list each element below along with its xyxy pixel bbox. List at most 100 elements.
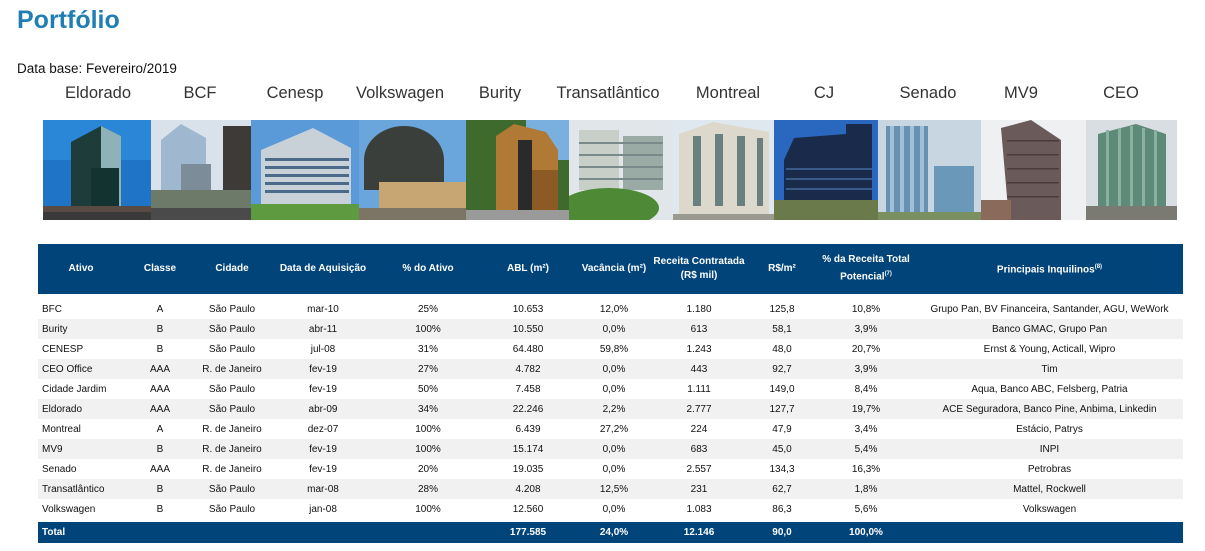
cell-classe: B — [124, 479, 196, 499]
cell-cidade: São Paulo — [196, 479, 268, 499]
cell-abl: 10.550 — [478, 319, 578, 339]
cell-vacancia: 0,0% — [578, 499, 650, 519]
cell-ativo: BFC — [38, 299, 124, 319]
cell-receita: 683 — [650, 439, 748, 459]
cell-abl: 4.208 — [478, 479, 578, 499]
cell-rs-m2: 86,3 — [748, 499, 816, 519]
building-name: Burity — [478, 84, 522, 102]
cell-pct-ativo: 25% — [378, 299, 478, 319]
cell-cidade: São Paulo — [196, 499, 268, 519]
cell-cidade: R. de Janeiro — [196, 439, 268, 459]
cell-cidade: R. de Janeiro — [196, 359, 268, 379]
cell-data-aquisicao: abr-11 — [268, 319, 378, 339]
cell-receita: 231 — [650, 479, 748, 499]
footnote-7: (7) — [884, 271, 892, 278]
cell-abl: 4.782 — [478, 359, 578, 379]
cell-classe: B — [124, 499, 196, 519]
cell-rs-m2: 92,7 — [748, 359, 816, 379]
cell-pct-receita: 3,9% — [816, 359, 916, 379]
burity-building-photo — [466, 120, 569, 220]
cell-abl: 19.035 — [478, 459, 578, 479]
cell-pct-receita: 16,3% — [816, 459, 916, 479]
page-title: Portfólio — [17, 6, 120, 34]
cell-classe: B — [124, 339, 196, 359]
database-date: Data base: Fevereiro/2019 — [17, 61, 177, 76]
cell-pct-receita: 8,4% — [816, 379, 916, 399]
cell-vacancia: 12,5% — [578, 479, 650, 499]
header-abl: ABL (m²) — [478, 244, 578, 294]
cell-classe: B — [124, 319, 196, 339]
cell-cidade: R. de Janeiro — [196, 419, 268, 439]
cell-data-aquisicao: fev-19 — [268, 439, 378, 459]
cell-receita: 613 — [650, 319, 748, 339]
cell-ativo: Montreal — [38, 419, 124, 439]
cell-inquilinos: Aqua, Banco ABC, Felsberg, Patria — [916, 379, 1183, 399]
header-cidade: Cidade — [196, 244, 268, 294]
cell-inquilinos: Estácio, Patrys — [916, 419, 1183, 439]
cell-receita: 1.243 — [650, 339, 748, 359]
table-row: Senado AAA R. de Janeiro fev-19 20% 19.035 0,0… — [38, 459, 1183, 479]
cell-pct-ativo: 27% — [378, 359, 478, 379]
cell-rs-m2: 62,7 — [748, 479, 816, 499]
header-receita-line1: Receita Contratada — [653, 256, 745, 267]
senado-building-photo — [878, 120, 981, 220]
cell-receita: 443 — [650, 359, 748, 379]
cell-inquilinos: Petrobras — [916, 459, 1183, 479]
total-label: Total — [38, 522, 124, 543]
cell-ativo: Burity — [38, 319, 124, 339]
building-name: CJ — [813, 84, 835, 102]
mv9-building-photo — [981, 120, 1086, 220]
header-rs-m2: R$/m² — [748, 244, 816, 294]
cell-vacancia: 0,0% — [578, 459, 650, 479]
cell-ativo: CEO Office — [38, 359, 124, 379]
cell-classe: AAA — [124, 359, 196, 379]
cell-pct-ativo: 34% — [378, 399, 478, 419]
header-pct-ativo: % do Ativo — [378, 244, 478, 294]
cell-data-aquisicao: mar-10 — [268, 299, 378, 319]
cell-rs-m2: 48,0 — [748, 339, 816, 359]
cenesp-building-photo — [251, 120, 359, 220]
cell-pct-ativo: 20% — [378, 459, 478, 479]
bcf-building-photo — [151, 120, 251, 220]
cell-pct-ativo: 100% — [378, 439, 478, 459]
cell-abl: 10.653 — [478, 299, 578, 319]
cell-cidade: São Paulo — [196, 339, 268, 359]
cell-rs-m2: 45,0 — [748, 439, 816, 459]
portfolio-table: Ativo Classe Cidade Data de Aquisição % … — [38, 244, 1183, 543]
cell-cidade: R. de Janeiro — [196, 459, 268, 479]
total-receita: 12.146 — [650, 522, 748, 543]
building-name: Volkswagen — [355, 84, 445, 102]
cell-rs-m2: 127,7 — [748, 399, 816, 419]
cell-receita: 2.557 — [650, 459, 748, 479]
cell-pct-receita: 3,4% — [816, 419, 916, 439]
cell-inquilinos: Banco GMAC, Grupo Pan — [916, 319, 1183, 339]
cell-classe: A — [124, 419, 196, 439]
cj-building-photo — [774, 120, 878, 220]
cell-pct-ativo: 100% — [378, 419, 478, 439]
cell-cidade: São Paulo — [196, 319, 268, 339]
cell-data-aquisicao: abr-09 — [268, 399, 378, 419]
cell-ativo: Cidade Jardim — [38, 379, 124, 399]
building-name: Montreal — [695, 84, 761, 102]
volkswagen-building-photo — [359, 120, 466, 220]
cell-ativo: Transatlântico — [38, 479, 124, 499]
cell-vacancia: 0,0% — [578, 439, 650, 459]
building-name: MV9 — [1004, 84, 1038, 102]
cell-data-aquisicao: fev-19 — [268, 359, 378, 379]
building-name: Eldorado — [64, 84, 132, 102]
building-photos — [43, 120, 1177, 220]
cell-abl: 7.458 — [478, 379, 578, 399]
cell-pct-ativo: 50% — [378, 379, 478, 399]
cell-data-aquisicao: fev-19 — [268, 379, 378, 399]
table-row: Burity B São Paulo abr-11 100% 10.550 0,0% 613 5… — [38, 319, 1183, 339]
cell-pct-ativo: 28% — [378, 479, 478, 499]
cell-pct-receita: 1,8% — [816, 479, 916, 499]
cell-inquilinos: INPI — [916, 439, 1183, 459]
cell-vacancia: 0,0% — [578, 379, 650, 399]
header-vacancia: Vacância (m²) — [578, 244, 650, 294]
cell-data-aquisicao: mar-08 — [268, 479, 378, 499]
cell-pct-ativo: 31% — [378, 339, 478, 359]
eldorado-building-photo — [43, 120, 151, 220]
cell-vacancia: 27,2% — [578, 419, 650, 439]
header-pct-receita: % da Receita Total Potencial(7) — [816, 244, 916, 294]
